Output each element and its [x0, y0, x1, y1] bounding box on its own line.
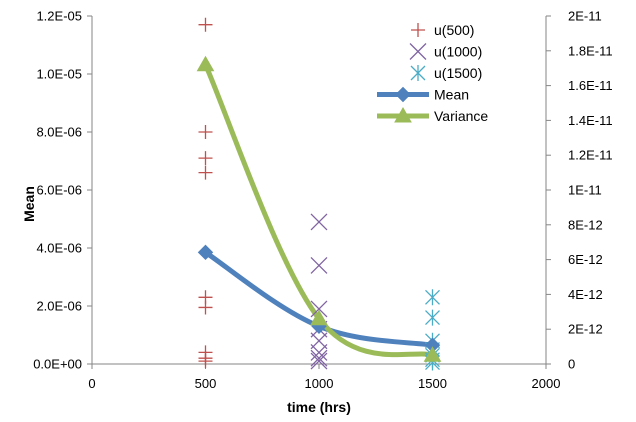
y-tick-label: 8.0E-06 [36, 125, 82, 140]
axes-layer: 0 500 1000 1500 2000 0.0E+00 2.0E-06 4.0E-06 6.0… [33, 9, 612, 392]
point-u-1000 [310, 332, 328, 350]
series-marks-layer [196, 17, 442, 371]
point-u-500 [198, 165, 213, 180]
point-u-500-glyph [198, 17, 213, 32]
y2-tick-label: 2E-11 [568, 9, 602, 24]
legend-label-u-1000: u(1000) [434, 44, 482, 60]
legend-label-mean: Mean [434, 87, 469, 103]
legend-item-u-1500: u(1500) [410, 65, 482, 81]
legend-marker-mean-glyph [395, 86, 411, 103]
x-tick-label: 0 [88, 376, 95, 391]
point-u-500-glyph [198, 300, 213, 315]
point-u-1000-glyph [310, 343, 328, 361]
point-u-1000 [310, 300, 328, 318]
legend-marker-u-500 [411, 23, 425, 37]
legend-item-u-500: u(500) [411, 22, 474, 38]
legend-marker-u-1500-glyph [410, 65, 426, 81]
legend-marker-u-500-glyph [411, 23, 425, 37]
y2-tick-label: 0 [568, 357, 575, 372]
x-axis-title: time (hrs) [287, 399, 351, 415]
point-mean [197, 244, 214, 261]
legend-label-u-1500: u(1500) [434, 65, 482, 81]
x-tick-label: 500 [195, 376, 217, 391]
legend-marker-u-1000-glyph [409, 43, 427, 60]
y-tick-label: 0.0E+00 [33, 357, 82, 372]
legend-marker-variance [394, 106, 412, 123]
y-tick-label: 1.2E-05 [36, 9, 82, 24]
point-u-1000-glyph [310, 213, 328, 231]
point-u-1000-glyph [310, 332, 328, 350]
y2-tick-label: 1E-11 [568, 183, 602, 198]
point-u-500-glyph [198, 125, 213, 139]
legend-marker-u-1000 [409, 43, 427, 60]
point-u-1500 [425, 289, 440, 306]
point-u-1000 [310, 352, 328, 370]
point-variance-glyph [423, 346, 442, 362]
legend: u(500) u(1000) u(1500) Mean Variance [377, 22, 488, 124]
y2-tick-label: 6E-12 [568, 252, 603, 267]
y2-tick-label: 2E-12 [568, 322, 603, 337]
point-u-500-glyph [198, 165, 213, 180]
point-u-1000 [310, 256, 328, 274]
point-u-1500 [425, 309, 440, 326]
point-u-1000-glyph [310, 349, 328, 367]
y2-tick-label: 1.4E-11 [568, 113, 613, 128]
point-u-1500-glyph [425, 309, 440, 326]
y-tick-label: 6.0E-06 [36, 183, 82, 198]
point-u-1000-glyph [310, 352, 328, 370]
legend-item-u-1000: u(1000) [409, 43, 482, 60]
point-u-500 [198, 151, 213, 166]
y2-tick-label: 1.2E-11 [568, 148, 613, 163]
series-line-variance [203, 62, 435, 358]
legend-item-variance: Variance [377, 106, 488, 124]
y2-tick-label: 8E-12 [568, 217, 603, 232]
point-variance [310, 309, 328, 326]
y-tick-label: 1.0E-05 [36, 67, 82, 82]
point-u-1000 [310, 349, 328, 367]
point-variance [196, 55, 215, 72]
legend-marker-u-1500 [410, 65, 426, 81]
y2-tick-label: 1.6E-11 [568, 78, 613, 93]
y-axis-title: Mean [21, 186, 37, 222]
point-u-500 [198, 125, 213, 139]
y-tick-label: 2.0E-06 [36, 299, 82, 314]
x-tick-label: 1500 [418, 376, 447, 391]
point-u-1000-glyph [310, 300, 328, 318]
legend-marker-mean [395, 86, 411, 103]
x-tick-label: 2000 [532, 376, 561, 391]
y2-tick-label: 1.8E-11 [568, 43, 613, 58]
point-variance-glyph [196, 55, 215, 72]
point-u-500 [198, 17, 213, 32]
point-variance [423, 346, 442, 362]
point-u-500-glyph [198, 354, 213, 369]
point-u-500 [198, 354, 213, 369]
y-tick-label: 4.0E-06 [36, 241, 82, 256]
point-u-1000-glyph [310, 256, 328, 274]
point-u-500 [198, 300, 213, 315]
y2-tick-label: 4E-12 [568, 287, 603, 302]
legend-label-variance: Variance [434, 108, 488, 124]
point-variance-glyph [310, 309, 328, 326]
point-u-1000 [310, 213, 328, 231]
legend-label-u-500: u(500) [434, 22, 474, 38]
point-u-500-glyph [198, 151, 213, 166]
legend-item-mean: Mean [377, 87, 469, 103]
legend-marker-variance-glyph [394, 106, 412, 123]
point-u-1500-glyph [425, 289, 440, 306]
point-mean-glyph [197, 244, 214, 261]
x-tick-label: 1000 [305, 376, 334, 391]
point-u-1000 [310, 343, 328, 361]
